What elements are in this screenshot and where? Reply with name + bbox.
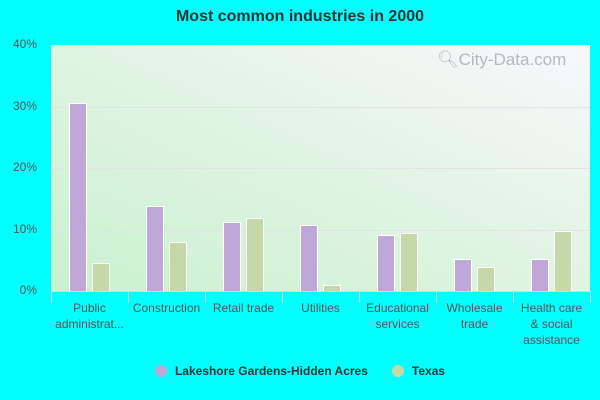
bar[interactable] [323,285,341,291]
x-tick-label: Construction [132,301,201,315]
bar[interactable] [169,242,187,291]
x-tick [436,291,437,303]
bar[interactable] [377,235,395,291]
bar[interactable] [69,102,87,291]
legend-dot-icon [391,365,404,377]
plot-area: 🔍︎City-Data.com [51,45,590,291]
legend-item-series1: Lakeshore Gardens-Hidden Acres [154,364,368,378]
x-tick-label: Health care & social assistance [520,301,583,347]
y-tick-label: 10% [12,221,37,236]
x-tick-label: Wholesale trade [446,301,503,331]
bar[interactable] [300,225,318,291]
x-tick-label: Retail trade [212,301,275,315]
x-tick-label: Educational services [366,301,429,331]
bar[interactable] [92,263,110,291]
watermark: 🔍︎City-Data.com [437,50,567,69]
gridline [51,229,590,231]
x-tick [128,291,129,303]
x-tick-label: Public administrat... [55,301,124,331]
bar[interactable] [246,217,264,291]
bar[interactable] [400,233,418,291]
legend-label: Lakeshore Gardens-Hidden Acres [174,364,368,378]
y-tick-label: 20% [12,160,37,174]
x-tick [513,291,514,303]
gridline [51,168,590,169]
x-tick [590,291,591,303]
y-tick-label: 30% [12,98,37,113]
bar[interactable] [554,231,572,291]
magnifier-icon: 🔍︎ [437,50,459,69]
x-axis-line [51,291,590,292]
x-tick [282,291,283,303]
gridline [51,106,590,108]
x-tick [205,291,206,303]
y-tick-label: 0% [19,283,37,297]
bar[interactable] [531,259,549,291]
chart-title: Most common industries in 2000 [175,8,425,25]
legend: Lakeshore Gardens-Hidden Acres Texas [0,364,600,378]
bar[interactable] [223,222,241,291]
x-tick [51,291,52,303]
bar[interactable] [477,267,495,291]
bar[interactable] [454,259,472,291]
x-tick [359,291,360,303]
x-tick-label: Utilities [301,301,340,315]
legend-dot-icon [154,365,167,377]
y-tick-label: 40% [12,37,37,51]
legend-label: Texas [411,364,446,378]
bar[interactable] [146,205,164,291]
legend-item-series2: Texas [391,364,446,378]
